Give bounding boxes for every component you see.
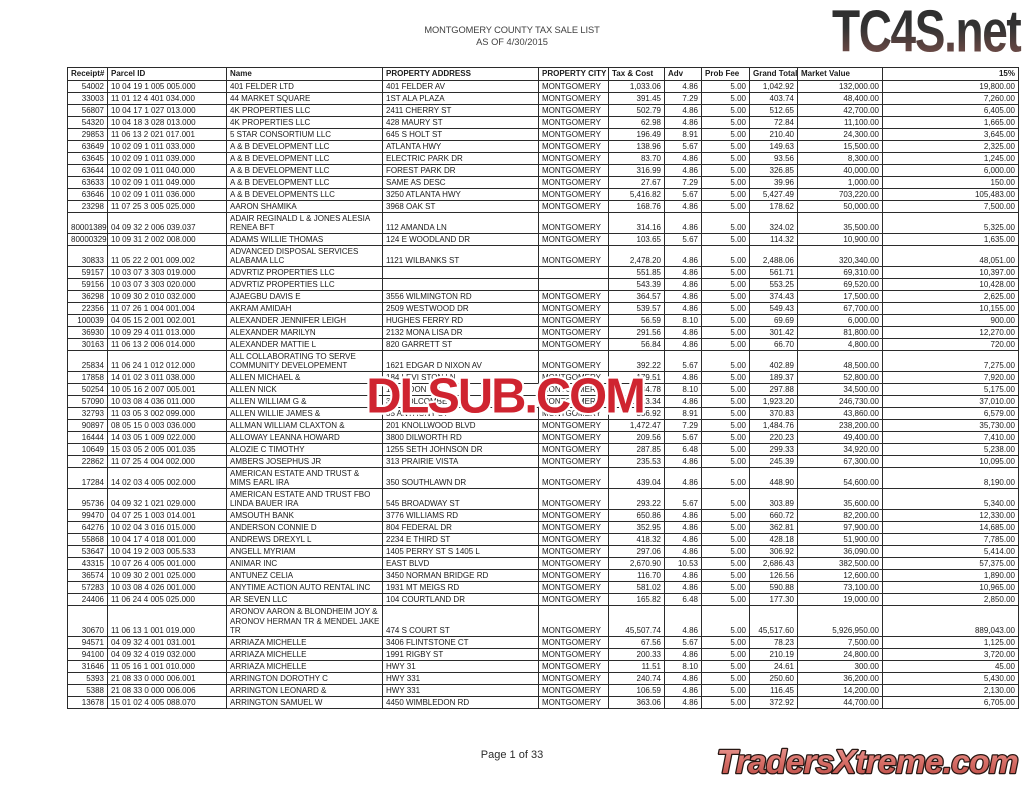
svg-text:DLSUB.COM: DLSUB.COM: [366, 370, 644, 424]
svg-text:TradersXtreme.com: TradersXtreme.com: [717, 744, 1018, 781]
